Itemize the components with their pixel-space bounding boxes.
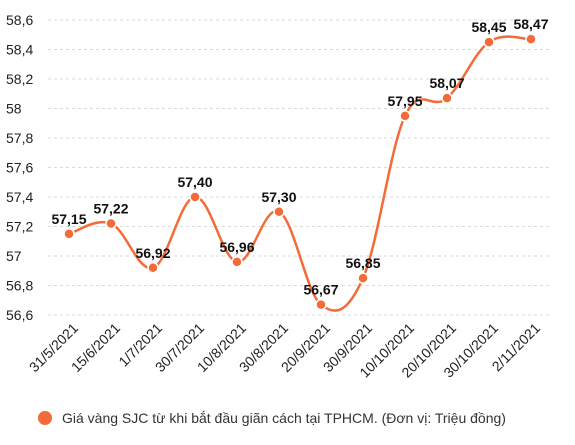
- data-point: [525, 33, 537, 45]
- legend-marker: [38, 411, 52, 425]
- legend: Giá vàng SJC từ khi bắt đầu giãn cách tạ…: [38, 410, 506, 426]
- data-label: 57,22: [93, 201, 128, 217]
- data-label: 58,47: [513, 16, 548, 32]
- data-label: 57,95: [387, 93, 422, 109]
- y-tick-label: 57,6: [6, 160, 33, 176]
- y-tick-label: 56,6: [6, 307, 33, 323]
- data-label: 56,96: [219, 239, 254, 255]
- data-point: [273, 206, 285, 218]
- data-point: [63, 228, 75, 240]
- data-point: [441, 92, 453, 104]
- y-tick-label: 57: [6, 248, 22, 264]
- data-label: 57,30: [261, 189, 296, 205]
- y-tick-label: 57,8: [6, 130, 33, 146]
- data-label: 57,15: [51, 211, 86, 227]
- data-point: [231, 256, 243, 268]
- y-tick-label: 57,4: [6, 189, 33, 205]
- data-label: 58,07: [429, 75, 464, 91]
- data-label: 56,92: [135, 245, 170, 261]
- data-point: [105, 217, 117, 230]
- y-tick-label: 58,6: [6, 12, 33, 28]
- data-point: [315, 298, 327, 311]
- data-point: [399, 110, 411, 122]
- data-label: 58,45: [471, 19, 506, 35]
- data-label: 57,40: [177, 174, 212, 190]
- legend-label: Giá vàng SJC từ khi bắt đầu giãn cách tạ…: [62, 410, 506, 426]
- data-point: [357, 272, 369, 284]
- y-tick-label: 58: [6, 101, 22, 117]
- data-label: 56,85: [345, 255, 380, 271]
- y-tick-label: 58,4: [6, 42, 33, 58]
- y-tick-label: 58,2: [6, 71, 33, 87]
- data-label: 56,67: [303, 282, 338, 298]
- data-point: [189, 191, 201, 203]
- data-point: [147, 262, 159, 274]
- data-point: [483, 36, 495, 48]
- y-tick-label: 57,2: [6, 219, 33, 235]
- y-tick-label: 56,8: [6, 278, 33, 294]
